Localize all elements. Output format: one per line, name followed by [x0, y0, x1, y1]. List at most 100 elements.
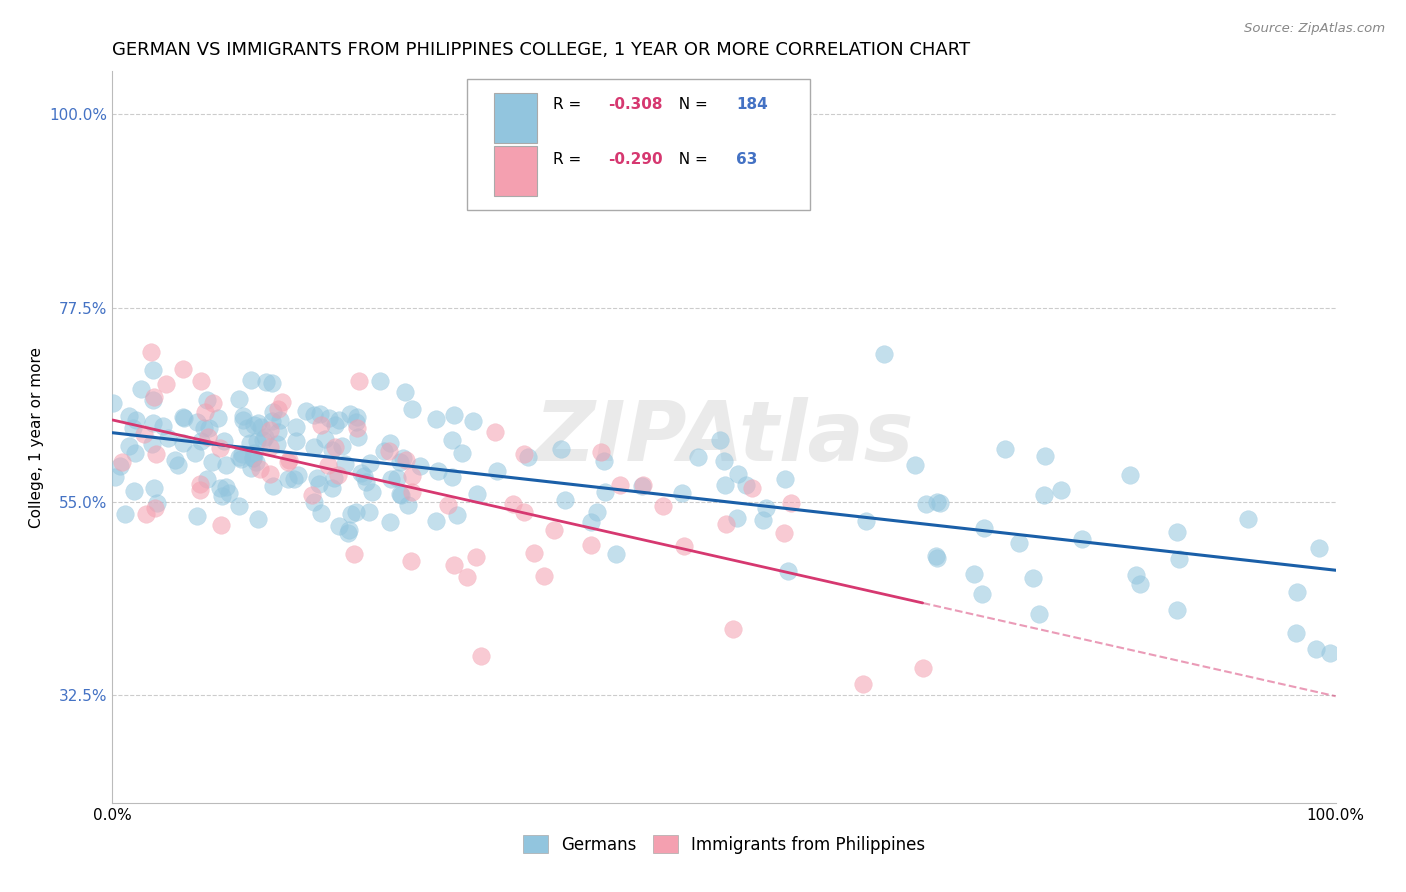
Point: [721, 622, 744, 636]
Point: [245, 455, 267, 469]
Point: [283, 472, 305, 486]
Point: [231, 447, 253, 461]
Point: [228, 450, 250, 464]
Point: [111, 455, 134, 469]
Point: [915, 497, 938, 511]
Point: [727, 467, 749, 481]
Point: [973, 521, 995, 535]
Point: [262, 376, 284, 391]
Point: [359, 457, 381, 471]
Point: [238, 435, 260, 450]
Text: GERMAN VS IMMIGRANTS FROM PHILIPPINES COLLEGE, 1 YEAR OR MORE CORRELATION CHART: GERMAN VS IMMIGRANTS FROM PHILIPPINES CO…: [112, 41, 970, 59]
Point: [336, 526, 359, 541]
Point: [484, 425, 506, 439]
Point: [201, 396, 224, 410]
Point: [554, 493, 576, 508]
Point: [172, 436, 194, 450]
Text: N =: N =: [669, 97, 713, 112]
Point: [512, 447, 534, 461]
Point: [347, 430, 370, 444]
Point: [249, 462, 271, 476]
Point: [197, 430, 219, 444]
Point: [361, 484, 384, 499]
Point: [409, 458, 432, 473]
Point: [239, 373, 262, 387]
Point: [776, 564, 799, 578]
Point: [443, 558, 465, 573]
Point: [101, 396, 124, 410]
Point: [609, 478, 631, 492]
Point: [122, 483, 145, 498]
FancyBboxPatch shape: [494, 146, 537, 195]
Point: [591, 445, 613, 459]
Point: [927, 495, 949, 509]
Point: [773, 525, 796, 540]
Point: [1319, 646, 1341, 660]
Point: [209, 481, 232, 495]
Point: [218, 486, 240, 500]
Point: [246, 417, 269, 431]
Text: R =: R =: [553, 97, 586, 112]
Point: [195, 392, 218, 407]
Point: [266, 437, 288, 451]
Text: 184: 184: [737, 97, 768, 112]
Point: [277, 455, 299, 469]
Point: [873, 347, 896, 361]
Point: [688, 450, 710, 464]
Point: [1033, 449, 1056, 463]
Point: [456, 570, 478, 584]
Point: [108, 459, 131, 474]
Point: [311, 417, 333, 432]
Point: [143, 500, 166, 515]
Point: [350, 466, 373, 480]
Point: [135, 508, 157, 522]
Point: [450, 445, 472, 459]
Point: [195, 472, 218, 486]
Point: [269, 413, 291, 427]
Point: [401, 402, 423, 417]
Point: [533, 569, 555, 583]
Point: [193, 420, 215, 434]
Point: [773, 472, 796, 486]
Point: [190, 374, 212, 388]
Point: [340, 507, 363, 521]
Point: [716, 516, 738, 531]
Point: [425, 514, 447, 528]
Point: [1305, 641, 1327, 656]
Point: [267, 401, 290, 416]
Point: [446, 508, 468, 522]
Point: [232, 409, 254, 423]
Point: [585, 505, 607, 519]
Point: [354, 475, 377, 490]
Point: [734, 478, 756, 492]
Point: [114, 507, 136, 521]
Point: [262, 478, 284, 492]
Point: [751, 512, 773, 526]
Point: [1050, 483, 1073, 497]
Point: [259, 467, 281, 482]
Point: [228, 500, 250, 514]
Point: [287, 467, 309, 482]
Point: [124, 446, 146, 460]
Point: [322, 471, 344, 485]
Legend: Germans, Immigrants from Philippines: Germans, Immigrants from Philippines: [516, 829, 932, 860]
Point: [186, 508, 208, 523]
Point: [242, 450, 264, 465]
Point: [270, 394, 292, 409]
Point: [139, 345, 162, 359]
Point: [380, 472, 402, 486]
Point: [380, 436, 402, 450]
Point: [395, 452, 418, 467]
Point: [470, 648, 492, 663]
Point: [399, 554, 422, 568]
Point: [285, 420, 308, 434]
Point: [247, 512, 270, 526]
Point: [333, 457, 356, 471]
Point: [308, 476, 330, 491]
Point: [295, 404, 318, 418]
Point: [401, 469, 423, 483]
Point: [543, 523, 565, 537]
Point: [143, 482, 166, 496]
Point: [125, 413, 148, 427]
Point: [250, 419, 273, 434]
